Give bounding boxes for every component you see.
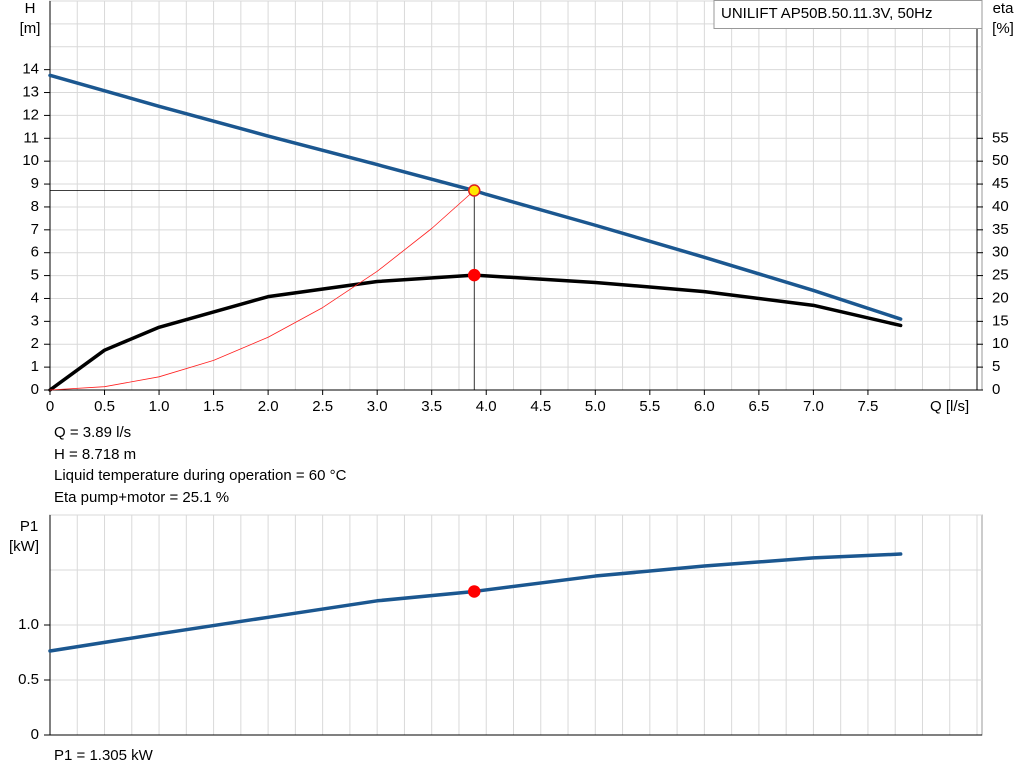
x-tick-label: 4.5 — [530, 398, 551, 415]
x-tick-label: 5.0 — [585, 398, 606, 415]
y-tick-label: 1.0 — [18, 616, 39, 633]
annotation: P1 = 1.305 kW — [54, 747, 154, 764]
x-tick-label: 5.5 — [639, 398, 660, 415]
y2-tick-label: 15 — [992, 312, 1009, 329]
legend-box — [713, 0, 983, 29]
y-axis-label: H — [25, 0, 36, 17]
y-tick-label: 12 — [22, 106, 39, 123]
y2-tick-label: 35 — [992, 221, 1009, 238]
y2-tick-label: 0 — [992, 381, 1000, 398]
y-tick-label: 0 — [31, 726, 39, 743]
y-tick-label: 3 — [31, 312, 39, 329]
plot-frame — [49, 0, 983, 391]
annotation: Liquid temperature during operation = 60… — [54, 467, 347, 484]
y-tick-label: 14 — [22, 61, 39, 78]
y-axis-unit: [kW] — [9, 538, 39, 555]
y-tick-label: 8 — [31, 198, 39, 215]
annotation: H = 8.718 m — [54, 446, 136, 463]
annotation: Q = 3.89 l/s — [54, 424, 131, 441]
operating-point — [467, 585, 481, 598]
y2-axis-label: eta — [993, 0, 1015, 17]
y-tick-label: 4 — [31, 289, 39, 306]
y2-tick-label: 45 — [992, 175, 1009, 192]
y2-tick-label: 25 — [992, 267, 1009, 284]
annotation: Eta pump+motor = 25.1 % — [54, 489, 229, 506]
x-tick-label: 2.5 — [312, 398, 333, 415]
y-tick-label: 10 — [22, 152, 39, 169]
y2-tick-label: 10 — [992, 335, 1009, 352]
y-tick-label: 6 — [31, 244, 39, 261]
x-tick-label: 7.5 — [858, 398, 879, 415]
y-tick-label: 7 — [31, 221, 39, 238]
x-tick-label: 0.5 — [94, 398, 115, 415]
y2-tick-label: 50 — [992, 152, 1009, 169]
y2-tick-label: 40 — [992, 198, 1009, 215]
operating-point — [467, 268, 481, 282]
x-tick-label: 6.0 — [694, 398, 715, 415]
y-tick-label: 0.5 — [18, 671, 39, 688]
y-tick-label: 0 — [31, 381, 39, 398]
y2-tick-label: 20 — [992, 289, 1009, 306]
y-tick-label: 11 — [23, 129, 39, 146]
series-line — [48, 73, 903, 321]
series-line — [48, 273, 903, 392]
y2-tick-label: 5 — [992, 358, 1000, 375]
series-line — [49, 190, 475, 391]
operating-point — [467, 184, 481, 197]
y2-axis-unit: [%] — [992, 20, 1014, 37]
y-tick-label: 13 — [22, 83, 39, 100]
y-axis-label: P1 — [20, 518, 38, 535]
x-tick-label: 0 — [46, 398, 54, 415]
y2-tick-label: 30 — [992, 244, 1009, 261]
x-tick-label: 3.0 — [367, 398, 388, 415]
x-tick-label: 6.5 — [748, 398, 769, 415]
x-tick-label: 1.0 — [149, 398, 170, 415]
x-tick-label: 4.0 — [476, 398, 497, 415]
x-tick-label: 1.5 — [203, 398, 224, 415]
y-axis-unit: [m] — [20, 20, 41, 37]
chart-title: UNILIFT AP50B.50.11.3V, 50Hz — [721, 5, 933, 22]
y-tick-label: 9 — [31, 175, 39, 192]
x-tick-label: 2.0 — [258, 398, 279, 415]
y-tick-label: 2 — [31, 335, 39, 352]
y-tick-label: 1 — [31, 358, 39, 375]
y-tick-label: 5 — [31, 267, 39, 284]
x-tick-label: 3.5 — [421, 398, 442, 415]
y2-tick-label: 55 — [992, 129, 1009, 146]
x-tick-label: 7.0 — [803, 398, 824, 415]
x-axis-label: Q [l/s] — [930, 398, 969, 415]
